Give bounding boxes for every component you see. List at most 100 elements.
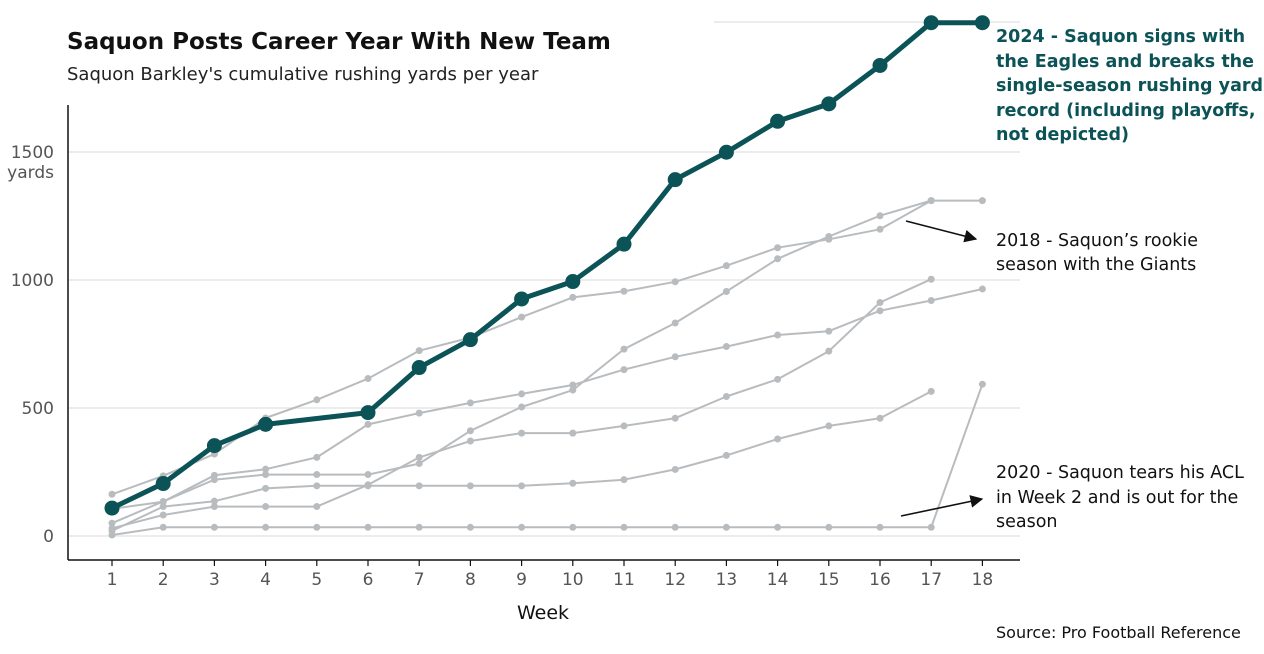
- data-point: [159, 511, 167, 519]
- series-line: [111, 199, 984, 496]
- series-other: [108, 380, 986, 539]
- data-point: [108, 490, 116, 498]
- highlight-point: [411, 360, 427, 376]
- data-point: [364, 481, 372, 489]
- x-tick-label: 4: [260, 570, 271, 590]
- data-point: [825, 327, 833, 335]
- data-point: [364, 375, 372, 383]
- y-tick-label: 0: [43, 527, 54, 547]
- x-tick-label: 18: [972, 570, 994, 590]
- highlight-point: [616, 236, 632, 252]
- data-point: [210, 503, 218, 511]
- source-note: Source: Pro Football Reference: [996, 623, 1241, 642]
- data-point: [774, 375, 782, 383]
- data-point: [466, 399, 474, 407]
- x-tick-label: 5: [311, 570, 322, 590]
- data-point: [722, 262, 730, 270]
- data-point: [671, 319, 679, 327]
- series-line: [111, 288, 984, 510]
- data-point: [415, 409, 423, 417]
- x-tick-label: 17: [920, 570, 942, 590]
- data-point: [671, 523, 679, 531]
- x-tick-label: 2: [158, 570, 169, 590]
- data-point: [620, 287, 628, 295]
- data-point: [262, 465, 270, 473]
- data-point: [671, 465, 679, 473]
- data-point: [876, 212, 884, 220]
- highlight-point: [770, 113, 786, 129]
- data-point: [569, 429, 577, 437]
- data-point: [620, 422, 628, 430]
- data-point: [620, 476, 628, 484]
- data-point: [927, 387, 935, 395]
- highlight-point: [360, 405, 376, 421]
- data-point: [262, 523, 270, 531]
- data-point: [569, 479, 577, 487]
- x-tick-label: 8: [465, 570, 476, 590]
- data-point: [722, 392, 730, 400]
- data-point: [620, 345, 628, 353]
- highlight-point: [821, 96, 837, 112]
- series-line: [111, 390, 933, 532]
- y-axis-unit-label: yards: [7, 163, 54, 183]
- data-point: [364, 471, 372, 479]
- highlight-point: [514, 291, 530, 307]
- data-point: [415, 482, 423, 490]
- annotation-2018-rookie: 2018 - Saquon’s rookie season with the G…: [996, 231, 1199, 275]
- data-point: [159, 523, 167, 531]
- highlight-point: [462, 332, 478, 348]
- data-point: [671, 414, 679, 422]
- data-point: [518, 390, 526, 398]
- highlight-point: [718, 144, 734, 160]
- data-point: [722, 523, 730, 531]
- x-tick-label: 15: [818, 570, 840, 590]
- data-point: [825, 235, 833, 243]
- x-tick-label: 14: [767, 570, 789, 590]
- highlight-point: [155, 476, 171, 492]
- highlight-point: [104, 500, 120, 516]
- data-point: [774, 244, 782, 252]
- data-point: [620, 366, 628, 374]
- annotation-2020-acl: 2020 - Saquon tears his ACL in Week 2 an…: [996, 463, 1244, 532]
- data-point: [774, 523, 782, 531]
- data-point: [569, 381, 577, 389]
- y-tick-label: 500: [22, 399, 54, 419]
- arrow-2020: [900, 495, 984, 517]
- x-tick-label: 7: [414, 570, 425, 590]
- data-point: [415, 460, 423, 468]
- annotation-2024-highlight: 2024 - Saquon signs with the Eagles and …: [996, 27, 1264, 145]
- series-lines: [104, 15, 990, 539]
- data-point: [415, 347, 423, 355]
- data-point: [313, 396, 321, 404]
- data-point: [518, 523, 526, 531]
- series-line: [111, 383, 984, 536]
- highlight-point: [667, 172, 683, 188]
- data-point: [927, 296, 935, 304]
- data-point: [159, 503, 167, 511]
- highlight-point: [974, 15, 990, 31]
- data-point: [569, 293, 577, 301]
- highlight-point: [206, 438, 222, 454]
- series-highlight: [104, 15, 990, 516]
- data-point: [825, 422, 833, 430]
- data-point: [978, 285, 986, 293]
- data-point: [210, 476, 218, 484]
- highlight-line: [109, 20, 985, 511]
- data-point: [210, 523, 218, 531]
- x-tick-label: 11: [613, 570, 635, 590]
- annotation-arrows: [900, 220, 984, 517]
- data-point: [774, 255, 782, 263]
- x-tick-label: 16: [869, 570, 891, 590]
- x-tick-label: 10: [562, 570, 584, 590]
- data-point: [569, 523, 577, 531]
- data-point: [978, 197, 986, 205]
- highlight-point: [872, 57, 888, 73]
- data-point: [620, 523, 628, 531]
- data-point: [825, 347, 833, 355]
- highlight-point: [258, 416, 274, 432]
- data-point: [518, 403, 526, 411]
- series-other: [108, 275, 935, 532]
- data-point: [722, 288, 730, 296]
- data-point: [313, 503, 321, 511]
